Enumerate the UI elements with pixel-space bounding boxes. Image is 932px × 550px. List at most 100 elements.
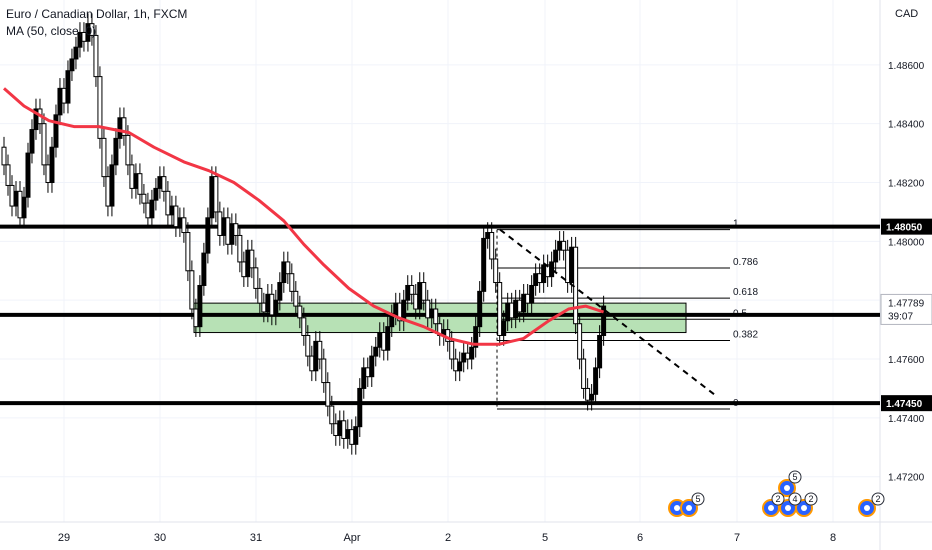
candle-body[interactable]	[373, 346, 379, 357]
candle-body[interactable]	[489, 232, 495, 260]
candle-body[interactable]	[341, 420, 347, 439]
candle-body[interactable]	[169, 205, 175, 216]
candle-body[interactable]	[257, 287, 263, 304]
candle-body[interactable]	[429, 308, 435, 319]
candle-body[interactable]	[141, 193, 147, 204]
candle-body[interactable]	[269, 293, 275, 316]
candle-body[interactable]	[229, 223, 235, 245]
candle-body[interactable]	[537, 273, 543, 284]
candle-body[interactable]	[285, 261, 291, 275]
candle-body[interactable]	[329, 405, 335, 425]
event-count-badge[interactable]	[871, 492, 885, 506]
candle-body[interactable]	[353, 426, 359, 445]
candle-body[interactable]	[277, 282, 283, 301]
candle-body[interactable]	[529, 284, 535, 304]
symbol-title[interactable]: Euro / Canadian Dollar, 1h, FXCM	[6, 7, 188, 21]
candle-body[interactable]	[465, 352, 471, 360]
candle-body[interactable]	[137, 173, 143, 195]
candle-body[interactable]	[241, 261, 247, 278]
candle-body[interactable]	[45, 164, 51, 184]
candle-body[interactable]	[89, 23, 95, 36]
candle-body[interactable]	[113, 137, 119, 166]
candle-body[interactable]	[393, 302, 399, 316]
candle-body[interactable]	[497, 282, 503, 336]
candle-body[interactable]	[265, 293, 271, 313]
candle-body[interactable]	[129, 164, 135, 189]
candle-body[interactable]	[177, 217, 183, 228]
candle-body[interactable]	[321, 358, 327, 384]
candle-body[interactable]	[561, 240, 567, 251]
candle-body[interactable]	[549, 261, 555, 278]
candle-body[interactable]	[473, 326, 479, 348]
candle-body[interactable]	[281, 261, 287, 284]
candle-body[interactable]	[309, 355, 315, 372]
event-count-badge[interactable]	[804, 492, 818, 506]
candle-body[interactable]	[597, 334, 603, 369]
candle-body[interactable]	[585, 387, 591, 401]
candle-body[interactable]	[201, 252, 207, 286]
candle-body[interactable]	[581, 358, 587, 389]
candle-body[interactable]	[57, 87, 63, 116]
candle-body[interactable]	[593, 367, 599, 395]
candle-body[interactable]	[189, 270, 195, 310]
candle-body[interactable]	[505, 302, 511, 322]
candle-body[interactable]	[533, 273, 539, 286]
candle-body[interactable]	[61, 87, 67, 104]
candle-body[interactable]	[221, 217, 227, 236]
event-count-badge[interactable]	[788, 492, 802, 506]
moving-average-line[interactable]	[3, 87, 605, 346]
candle-body[interactable]	[481, 237, 487, 292]
candle-body[interactable]	[405, 284, 411, 301]
candle-body[interactable]	[349, 429, 355, 445]
candle-body[interactable]	[193, 308, 199, 328]
candle-body[interactable]	[217, 211, 223, 236]
candle-body[interactable]	[29, 129, 35, 154]
candle-body[interactable]	[361, 367, 367, 389]
candle-body[interactable]	[185, 232, 191, 272]
candle-body[interactable]	[209, 176, 215, 219]
candle-body[interactable]	[53, 114, 59, 148]
candle-body[interactable]	[453, 358, 459, 372]
candle-body[interactable]	[97, 76, 103, 139]
candle-body[interactable]	[261, 302, 267, 313]
candle-body[interactable]	[25, 152, 31, 198]
candle-body[interactable]	[117, 117, 123, 139]
candle-body[interactable]	[101, 137, 107, 178]
candle-body[interactable]	[413, 293, 419, 310]
candle-body[interactable]	[125, 134, 131, 166]
candle-body[interactable]	[301, 317, 307, 336]
candle-body[interactable]	[157, 176, 163, 189]
candle-body[interactable]	[317, 340, 323, 360]
candle-body[interactable]	[9, 184, 15, 207]
candle-body[interactable]	[417, 282, 423, 310]
candle-body[interactable]	[273, 299, 279, 316]
candle-body[interactable]	[333, 423, 339, 437]
event-count-badge[interactable]	[771, 492, 785, 506]
candle-body[interactable]	[1, 146, 7, 166]
candle-body[interactable]	[153, 187, 159, 201]
candle-body[interactable]	[409, 284, 415, 295]
candle-body[interactable]	[249, 249, 255, 269]
candle-body[interactable]	[133, 173, 139, 189]
candle-body[interactable]	[377, 332, 383, 348]
candle-body[interactable]	[449, 340, 455, 360]
candle-body[interactable]	[41, 123, 47, 166]
trend-line[interactable]	[499, 228, 719, 399]
candle-body[interactable]	[557, 240, 563, 251]
candle-body[interactable]	[485, 232, 491, 239]
candle-body[interactable]	[73, 46, 79, 60]
candle-body[interactable]	[541, 264, 547, 284]
event-count-badge[interactable]	[788, 470, 802, 484]
candle-body[interactable]	[149, 199, 155, 219]
candle-body[interactable]	[5, 164, 11, 186]
candle-body[interactable]	[569, 246, 575, 284]
candle-body[interactable]	[553, 249, 559, 263]
candle-body[interactable]	[421, 282, 427, 301]
candle-body[interactable]	[469, 346, 475, 360]
candle-body[interactable]	[13, 190, 19, 207]
candle-body[interactable]	[357, 387, 363, 428]
candle-body[interactable]	[385, 326, 391, 351]
candle-body[interactable]	[93, 34, 99, 78]
candle-body[interactable]	[49, 146, 55, 184]
